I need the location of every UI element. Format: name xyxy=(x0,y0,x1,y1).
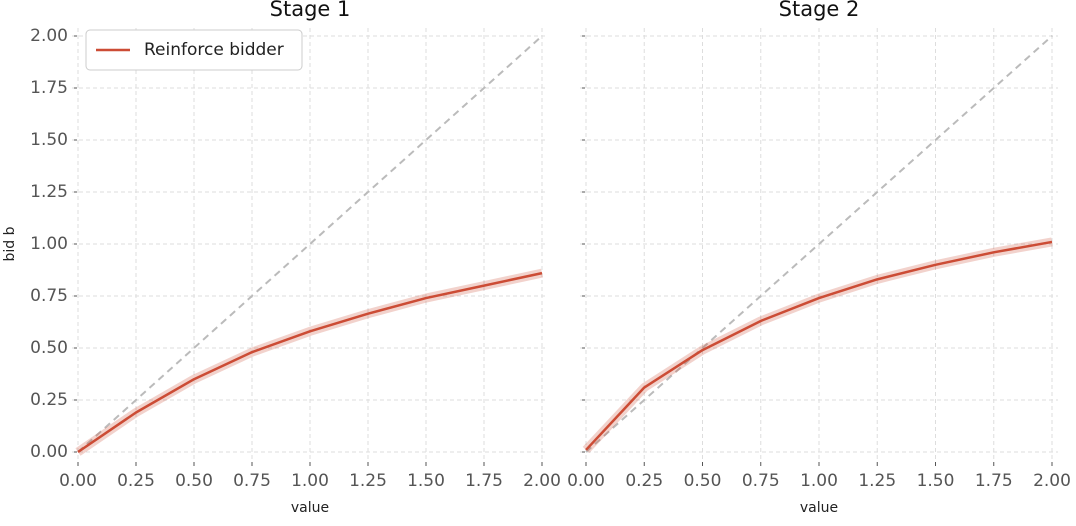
x-tick-label: 0.75 xyxy=(233,471,271,491)
series-line xyxy=(585,240,1053,451)
x-tick-label: 2.00 xyxy=(1033,471,1071,491)
x-tick-label: 1.25 xyxy=(349,471,387,491)
y-tick-label: 2.00 xyxy=(30,26,68,46)
x-tick-label: 0.00 xyxy=(567,471,605,491)
y-tick-label: 1.50 xyxy=(30,130,68,150)
legend-box xyxy=(85,29,303,71)
x-tick-label: 1.00 xyxy=(291,471,329,491)
y-tick-label: 1.75 xyxy=(30,78,68,98)
y-tick-label: 0.75 xyxy=(30,286,68,306)
x-tick-label: 1.00 xyxy=(800,471,838,491)
y-axis-label: bid b xyxy=(2,226,18,261)
x-tick-label: 0.50 xyxy=(175,471,213,491)
series-line xyxy=(77,271,543,454)
x-tick-label: 1.75 xyxy=(975,471,1013,491)
x-tick-label: 0.25 xyxy=(625,471,663,491)
y-tick-label: 0.50 xyxy=(30,338,68,358)
x-axis-label: value xyxy=(800,500,838,516)
reference-line xyxy=(585,35,1053,453)
legend-label: Reinforce bidder xyxy=(144,40,284,60)
x-tick-label: 2.00 xyxy=(523,471,561,491)
y-tick-label: 1.25 xyxy=(30,182,68,202)
x-tick-label: 1.50 xyxy=(407,471,445,491)
x-tick-label: 0.25 xyxy=(117,471,155,491)
chart-title: Stage 2 xyxy=(779,0,860,21)
x-tick-label: 1.50 xyxy=(917,471,955,491)
x-tick-label: 0.50 xyxy=(684,471,722,491)
reference-line xyxy=(77,35,543,453)
x-tick-label: 0.00 xyxy=(59,471,97,491)
confidence-band xyxy=(75,268,543,456)
chart-title: Stage 1 xyxy=(270,0,351,21)
y-tick-label: 0.25 xyxy=(30,390,68,410)
y-tick-label: 1.00 xyxy=(30,234,68,254)
x-tick-label: 0.75 xyxy=(742,471,780,491)
x-tick-label: 1.25 xyxy=(858,471,896,491)
y-tick-label: 0.00 xyxy=(30,442,68,462)
x-axis-label: value xyxy=(291,500,329,516)
x-tick-label: 1.75 xyxy=(465,471,503,491)
